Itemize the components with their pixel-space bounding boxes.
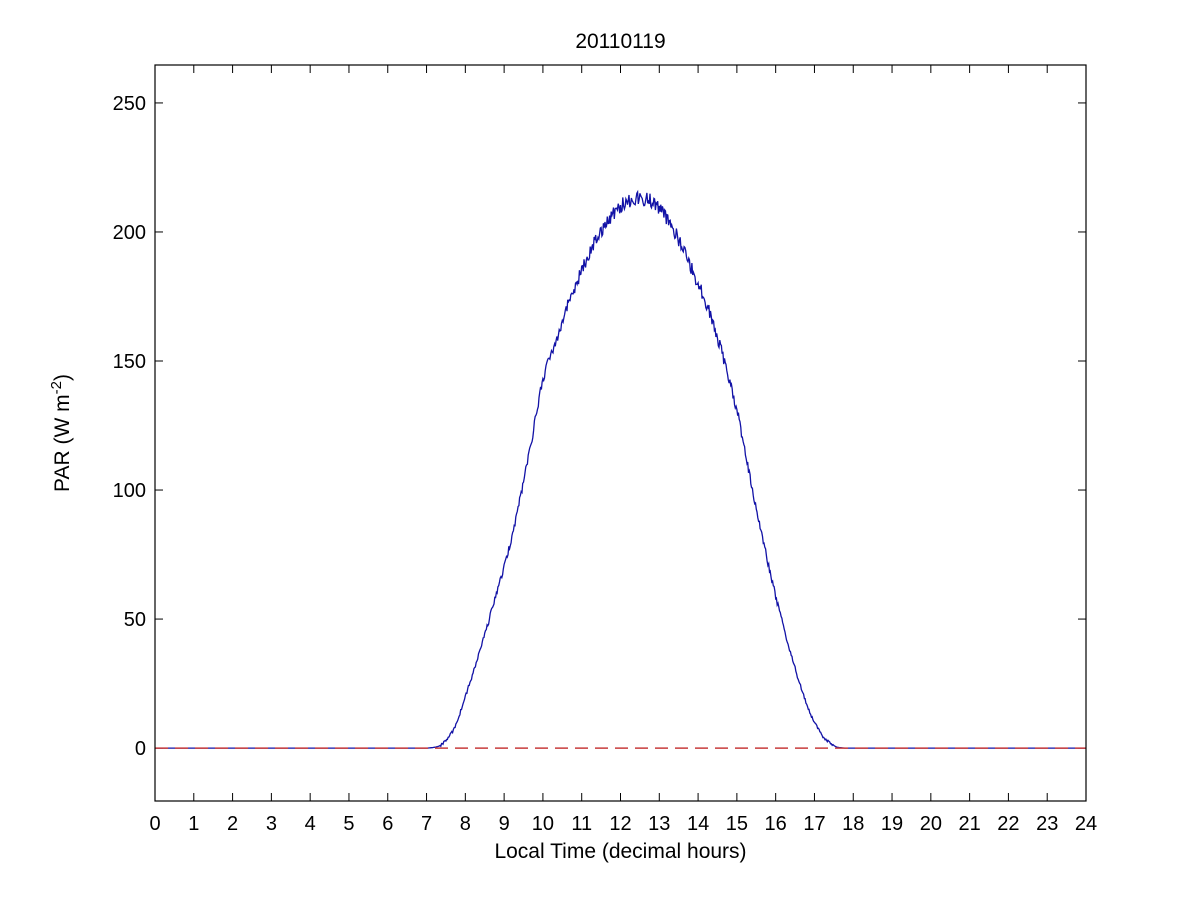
x-axis-label: Local Time (decimal hours) bbox=[494, 840, 747, 863]
x-tick-label: 21 bbox=[959, 813, 981, 835]
x-tick-label: 18 bbox=[842, 813, 864, 835]
x-tick-label: 23 bbox=[1036, 813, 1058, 835]
x-tick-label: 7 bbox=[421, 813, 432, 835]
y-tick-label: 50 bbox=[124, 609, 146, 631]
x-tick-label: 3 bbox=[266, 813, 277, 835]
x-tick-label: 6 bbox=[382, 813, 393, 835]
x-tick-label: 2 bbox=[227, 813, 238, 835]
x-tick-label: 19 bbox=[881, 813, 903, 835]
x-tick-label: 13 bbox=[648, 813, 670, 835]
x-tick-label: 0 bbox=[149, 813, 160, 835]
x-tick-label: 20 bbox=[920, 813, 942, 835]
x-tick-label: 5 bbox=[343, 813, 354, 835]
x-tick-label: 15 bbox=[726, 813, 748, 835]
x-tick-label: 12 bbox=[609, 813, 631, 835]
y-tick-label: 150 bbox=[113, 351, 146, 373]
y-tick-label: 200 bbox=[113, 222, 146, 244]
x-tick-label: 16 bbox=[765, 813, 787, 835]
x-tick-label: 22 bbox=[997, 813, 1019, 835]
x-tick-label: 1 bbox=[188, 813, 199, 835]
x-tick-label: 11 bbox=[571, 813, 592, 835]
x-tick-label: 17 bbox=[803, 813, 825, 835]
x-tick-label: 9 bbox=[499, 813, 510, 835]
x-tick-label: 8 bbox=[460, 813, 471, 835]
x-tick-label: 14 bbox=[687, 813, 709, 835]
par-series-line bbox=[155, 189, 1086, 749]
x-tick-label: 10 bbox=[532, 813, 554, 835]
y-tick-label: 250 bbox=[113, 93, 146, 115]
y-tick-label: 0 bbox=[135, 738, 146, 760]
x-tick-label: 24 bbox=[1075, 813, 1097, 835]
plot-title: 20110119 bbox=[575, 30, 666, 53]
y-tick-label: 100 bbox=[113, 480, 146, 502]
x-tick-label: 4 bbox=[305, 813, 316, 835]
plot-box bbox=[154, 64, 1087, 802]
